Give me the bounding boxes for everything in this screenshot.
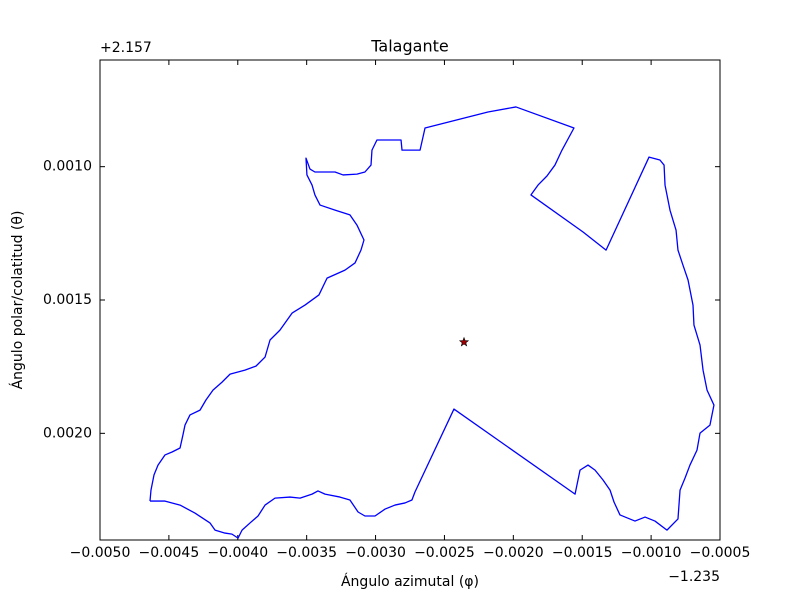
x-axis-label: Ángulo azimutal (φ) (341, 573, 479, 590)
x-tick-label: −0.0040 (207, 545, 268, 561)
chart-title: Talagante (370, 37, 448, 56)
axes-frame (99, 59, 721, 541)
x-offset-label: −1.235 (668, 569, 720, 585)
x-tick-label: −0.0025 (414, 545, 475, 561)
outline (149, 106, 715, 539)
x-tick-label: −0.0010 (621, 545, 682, 561)
center-star (458, 336, 470, 347)
x-tick-label: −0.0030 (345, 545, 406, 561)
y-offset-label: +2.157 (100, 40, 152, 56)
x-tick-label: −0.0005 (690, 545, 751, 561)
y-tick-label: 0.0020 (43, 425, 92, 441)
x-tick-label: −0.0015 (552, 545, 613, 561)
plot-area (100, 60, 720, 540)
y-axis-label: Ángulo polar/colatitud (θ) (9, 211, 26, 390)
x-tick-label: −0.0020 (483, 545, 544, 561)
y-tick-label: 0.0015 (43, 292, 92, 308)
y-tick-label: 0.0010 (43, 159, 92, 175)
x-tick-label: −0.0050 (70, 545, 131, 561)
x-tick-label: −0.0045 (139, 545, 200, 561)
x-tick-label: −0.0035 (276, 545, 337, 561)
